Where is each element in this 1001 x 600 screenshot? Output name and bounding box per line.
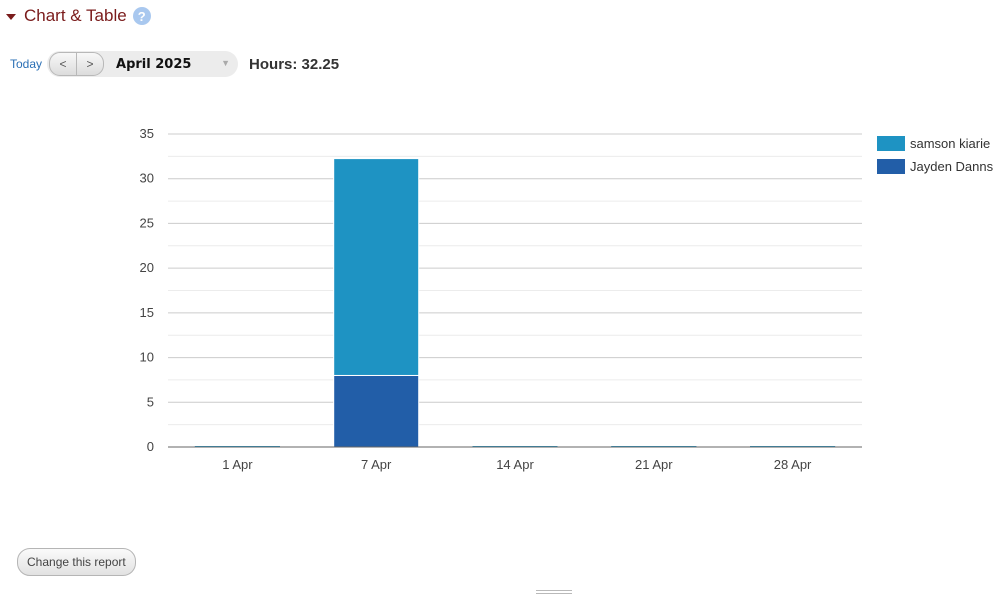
- y-tick-label: 30: [140, 171, 154, 186]
- y-tick-label: 10: [140, 350, 154, 365]
- resize-handle[interactable]: [536, 590, 572, 597]
- y-tick-label: 20: [140, 260, 154, 275]
- legend-label-samson: samson kiarie: [910, 136, 991, 151]
- collapse-caret-icon[interactable]: [6, 13, 16, 20]
- legend-item-samson[interactable]: samson kiarie: [877, 132, 993, 155]
- previous-period-button[interactable]: <: [50, 53, 78, 75]
- period-nav-group: < >: [49, 52, 105, 76]
- chart-legend: samson kiarie Jayden Danns: [877, 132, 993, 178]
- legend-swatch-samson: [877, 136, 905, 151]
- legend-label-jayden: Jayden Danns: [910, 159, 994, 174]
- help-icon[interactable]: ?: [132, 7, 151, 25]
- y-tick-label: 25: [140, 215, 154, 230]
- today-link[interactable]: Today: [10, 57, 43, 71]
- next-period-button[interactable]: >: [86, 57, 94, 71]
- period-dropdown-icon[interactable]: ▼: [221, 58, 231, 68]
- x-tick-label: 14 Apr: [496, 457, 534, 472]
- bar-segment: [333, 374, 420, 448]
- y-tick-label: 0: [147, 439, 154, 454]
- chart-svg: 0 5 10 15 20 25 30 35 1 Apr 7 Apr 14 Apr 21 Apr 28 A…: [140, 126, 862, 472]
- period-toolbar: Today < > April 2025 ▼ Hours: 32.25: [10, 51, 339, 77]
- period-selector: < > April 2025 ▼: [47, 51, 239, 77]
- y-tick-label: 15: [140, 305, 154, 320]
- x-tick-label: 1 Apr: [222, 457, 253, 472]
- y-tick-label: 5: [147, 394, 154, 409]
- x-tick-label: 7 Apr: [361, 457, 392, 472]
- legend-item-jayden[interactable]: Jayden Danns: [877, 155, 993, 178]
- x-tick-label: 28 Apr: [774, 457, 812, 472]
- hours-chart: 0 5 10 15 20 25 30 35 1 Apr 7 Apr 14 Apr 21 Apr 28 A…: [0, 110, 1001, 490]
- legend-swatch-jayden: [877, 159, 905, 174]
- period-label[interactable]: April 2025: [116, 56, 192, 72]
- section-title: Chart & Table: [24, 6, 127, 25]
- bar-segment: [333, 158, 420, 376]
- chart-table-section-toggle[interactable]: Chart & Table ?: [6, 4, 151, 28]
- change-report-button[interactable]: Change this report: [17, 548, 136, 576]
- total-hours: Hours: 32.25: [249, 55, 340, 73]
- y-tick-label: 35: [140, 126, 154, 141]
- x-tick-label: 21 Apr: [635, 457, 673, 472]
